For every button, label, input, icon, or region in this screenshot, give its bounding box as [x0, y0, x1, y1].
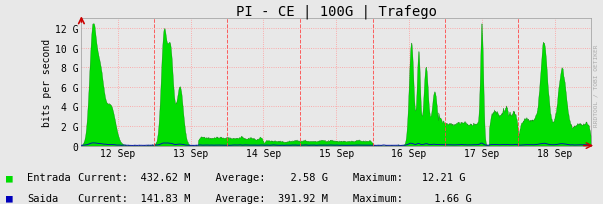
Text: Current:  432.62 M    Average:    2.58 G    Maximum:   12.21 G: Current: 432.62 M Average: 2.58 G Maximu… — [78, 173, 466, 182]
Text: ■: ■ — [6, 173, 13, 182]
Title: PI - CE | 100G | Trafego: PI - CE | 100G | Trafego — [236, 4, 437, 19]
Text: ■: ■ — [6, 193, 13, 203]
Text: Current:  141.83 M    Average:  391.92 M    Maximum:     1.66 G: Current: 141.83 M Average: 391.92 M Maxi… — [78, 193, 472, 203]
Text: Saida: Saida — [27, 193, 58, 203]
Text: Entrada: Entrada — [27, 173, 71, 182]
Text: RRDTOOL / TOBI OETIKER: RRDTOOL / TOBI OETIKER — [594, 45, 599, 127]
Y-axis label: bits per second: bits per second — [42, 39, 52, 126]
